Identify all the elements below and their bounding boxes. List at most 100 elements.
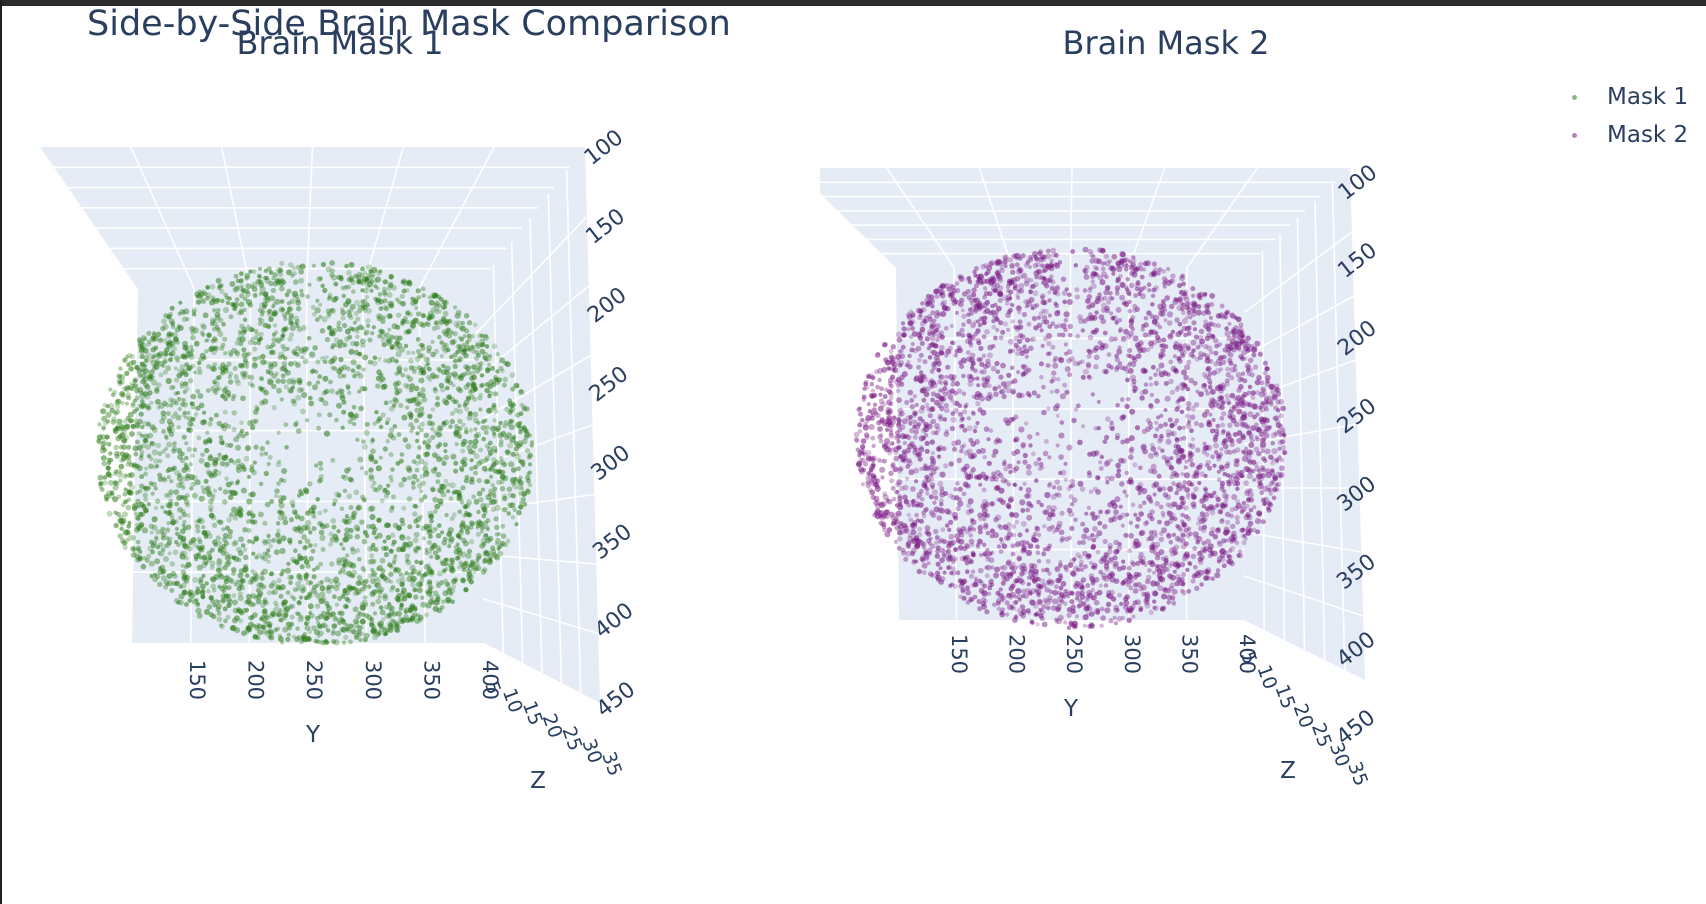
data-point	[1034, 478, 1039, 483]
data-point	[209, 547, 215, 553]
data-point	[372, 355, 378, 361]
data-point	[436, 366, 441, 372]
data-point	[114, 453, 120, 460]
data-point	[236, 311, 242, 316]
data-point	[237, 572, 244, 579]
data-point	[143, 438, 149, 444]
data-point	[351, 404, 357, 410]
data-point	[419, 387, 426, 393]
data-point	[209, 565, 215, 570]
data-point	[352, 422, 357, 426]
data-point	[342, 562, 347, 567]
data-point	[162, 477, 168, 483]
data-point	[279, 285, 285, 292]
data-point	[246, 519, 251, 524]
data-point	[227, 529, 234, 535]
data-point	[1178, 448, 1185, 454]
data-point	[175, 414, 182, 421]
data-point	[414, 504, 419, 509]
data-point	[400, 280, 405, 285]
data-point	[393, 335, 399, 341]
data-point	[353, 633, 359, 638]
data-point	[476, 509, 481, 515]
data-point	[314, 592, 321, 598]
data-point	[385, 339, 392, 346]
data-point	[271, 404, 277, 411]
data-point	[228, 442, 234, 448]
data-point	[290, 385, 296, 390]
data-point	[457, 492, 462, 498]
data-point	[296, 306, 302, 312]
data-point	[1224, 378, 1230, 384]
data-point	[205, 486, 210, 491]
data-point	[234, 627, 241, 634]
data-point	[917, 531, 923, 538]
data-point	[198, 402, 205, 409]
data-point	[258, 582, 264, 588]
data-point	[435, 471, 442, 478]
data-point	[1090, 279, 1095, 284]
data-point	[284, 606, 291, 613]
data-point	[138, 373, 143, 378]
data-point	[337, 388, 342, 394]
data-point	[288, 262, 294, 268]
data-point	[383, 631, 389, 636]
data-point	[366, 273, 372, 278]
gridline	[189, 288, 195, 644]
data-point	[410, 296, 415, 301]
data-point	[269, 571, 275, 577]
data-point	[218, 486, 223, 491]
data-point	[370, 568, 375, 573]
data-point	[332, 366, 338, 371]
data-point	[314, 583, 319, 589]
data-point	[247, 626, 253, 632]
data-point	[502, 495, 508, 502]
data-point	[1091, 595, 1097, 601]
gridline	[492, 265, 505, 654]
data-point	[210, 515, 217, 521]
data-point	[329, 328, 334, 333]
data-point	[420, 595, 425, 600]
data-point	[323, 615, 329, 621]
data-point	[498, 442, 504, 448]
data-point	[1021, 311, 1028, 318]
data-point	[285, 346, 290, 351]
data-point	[190, 481, 196, 487]
data-point	[312, 345, 318, 351]
data-point	[466, 548, 473, 554]
data-point	[101, 440, 108, 446]
data-point	[136, 367, 142, 373]
data-point	[291, 265, 297, 271]
data-point	[442, 536, 448, 542]
data-point	[158, 550, 165, 557]
data-point	[260, 359, 267, 365]
data-point	[133, 451, 139, 457]
data-point	[472, 397, 478, 402]
data-point	[405, 328, 412, 335]
data-point	[216, 611, 222, 616]
data-point	[405, 465, 412, 472]
data-point	[143, 358, 149, 363]
data-point	[441, 397, 448, 404]
scene-3d-mask-2[interactable]: 150 200 250 300 350 400Y5101520253035Z1001502…	[820, 0, 1520, 904]
data-point	[195, 601, 200, 606]
data-point	[292, 597, 297, 602]
data-point	[286, 288, 292, 294]
data-point	[1054, 403, 1061, 409]
data-point	[1170, 595, 1176, 601]
data-point	[252, 570, 259, 577]
data-point	[251, 281, 258, 288]
data-point	[258, 331, 264, 337]
scene-3d-mask-1[interactable]: 150 200 250 300 350 400Y5101520253035Z1001502…	[0, 0, 700, 904]
data-point	[368, 453, 374, 459]
data-point	[208, 595, 214, 601]
data-point	[236, 336, 242, 342]
data-point	[188, 349, 194, 355]
data-point	[1111, 253, 1118, 260]
data-point	[315, 359, 321, 365]
data-point	[406, 544, 412, 549]
data-point	[210, 583, 217, 590]
data-point	[135, 545, 142, 552]
data-point	[379, 609, 386, 616]
data-point	[279, 260, 285, 266]
